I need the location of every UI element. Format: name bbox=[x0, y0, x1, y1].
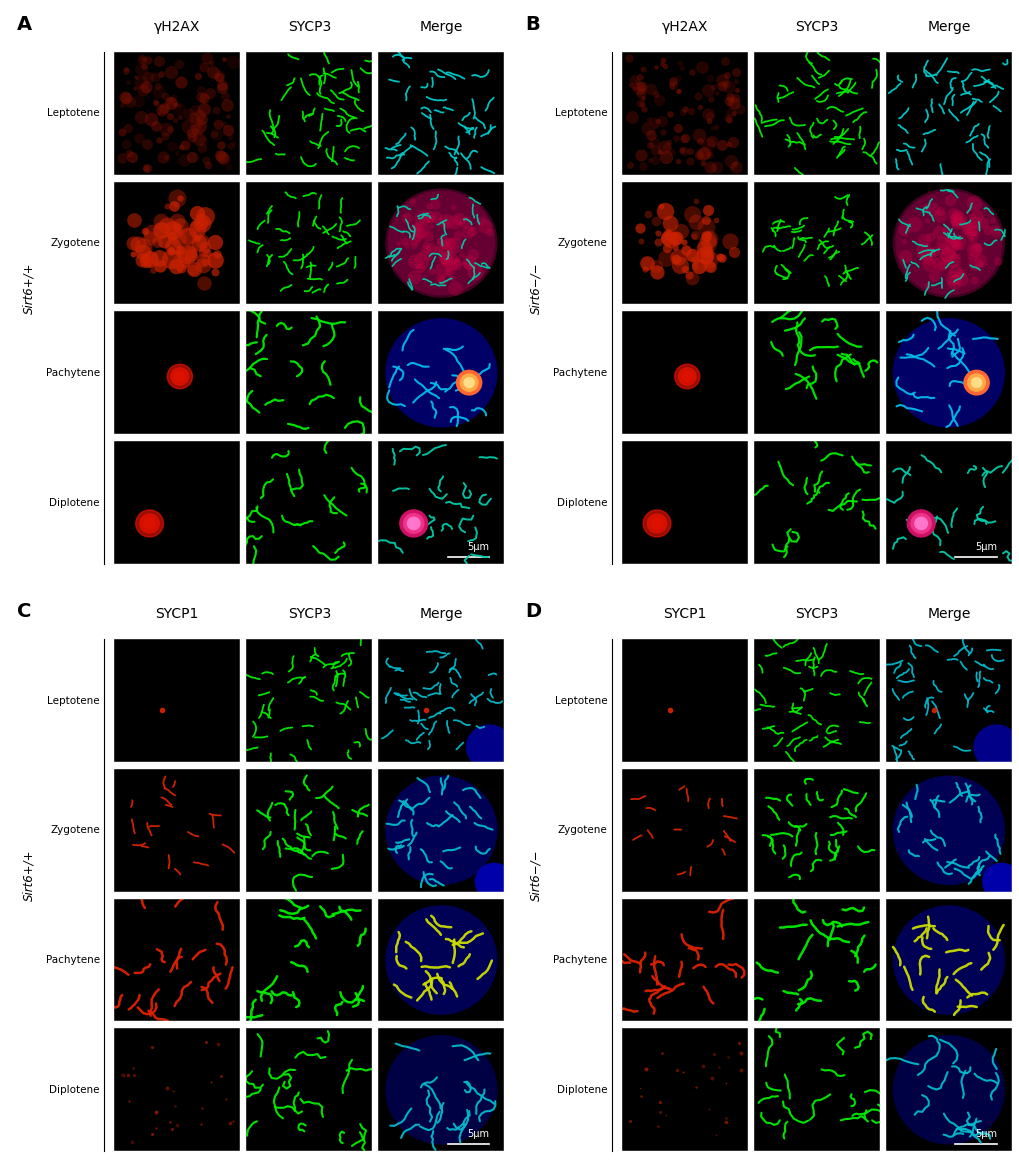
Text: Diplotene: Diplotene bbox=[49, 497, 100, 508]
Circle shape bbox=[893, 189, 1004, 297]
Text: Pachytene: Pachytene bbox=[552, 368, 606, 378]
Text: Diplotene: Diplotene bbox=[556, 1085, 606, 1095]
Circle shape bbox=[674, 364, 699, 389]
Text: Sirt6−/−: Sirt6−/− bbox=[529, 263, 542, 314]
Circle shape bbox=[895, 191, 1001, 294]
Circle shape bbox=[643, 510, 671, 537]
Text: 5μm: 5μm bbox=[467, 541, 489, 552]
Text: Merge: Merge bbox=[926, 20, 970, 34]
Circle shape bbox=[893, 1036, 1004, 1144]
Circle shape bbox=[167, 364, 193, 389]
Circle shape bbox=[171, 368, 189, 385]
Text: Leptotene: Leptotene bbox=[554, 108, 606, 119]
Circle shape bbox=[464, 377, 474, 388]
Circle shape bbox=[967, 374, 984, 391]
Circle shape bbox=[678, 368, 695, 385]
Text: Leptotene: Leptotene bbox=[47, 696, 100, 705]
Text: 5μm: 5μm bbox=[467, 1129, 489, 1138]
Text: SYCP3: SYCP3 bbox=[287, 608, 330, 622]
Circle shape bbox=[407, 517, 420, 530]
Circle shape bbox=[385, 776, 496, 885]
Circle shape bbox=[970, 377, 980, 388]
Circle shape bbox=[475, 864, 513, 900]
Circle shape bbox=[460, 374, 478, 391]
Circle shape bbox=[140, 514, 159, 533]
Text: 5μm: 5μm bbox=[974, 541, 996, 552]
Text: D: D bbox=[524, 603, 540, 622]
Circle shape bbox=[385, 906, 496, 1014]
Circle shape bbox=[647, 514, 666, 533]
Circle shape bbox=[907, 510, 934, 537]
Text: Diplotene: Diplotene bbox=[556, 497, 606, 508]
Circle shape bbox=[136, 510, 163, 537]
Text: SYCP3: SYCP3 bbox=[795, 608, 838, 622]
Text: Zygotene: Zygotene bbox=[557, 237, 606, 248]
Text: γH2AX: γH2AX bbox=[154, 20, 201, 34]
Circle shape bbox=[914, 517, 926, 530]
Circle shape bbox=[385, 319, 496, 427]
Circle shape bbox=[144, 518, 155, 528]
Text: Zygotene: Zygotene bbox=[50, 237, 100, 248]
Circle shape bbox=[982, 864, 1019, 900]
Text: Sirt6−/−: Sirt6−/− bbox=[529, 850, 542, 901]
Text: Diplotene: Diplotene bbox=[49, 1085, 100, 1095]
Text: SYCP3: SYCP3 bbox=[287, 20, 330, 34]
Text: Zygotene: Zygotene bbox=[557, 825, 606, 836]
Text: Merge: Merge bbox=[926, 608, 970, 622]
Text: A: A bbox=[17, 15, 33, 34]
Circle shape bbox=[457, 370, 481, 395]
Circle shape bbox=[388, 191, 494, 294]
Text: γH2AX: γH2AX bbox=[661, 20, 707, 34]
Text: Leptotene: Leptotene bbox=[554, 696, 606, 705]
Circle shape bbox=[893, 776, 1004, 885]
Text: C: C bbox=[17, 603, 32, 622]
Text: B: B bbox=[524, 15, 539, 34]
Circle shape bbox=[893, 906, 1004, 1014]
Circle shape bbox=[682, 371, 692, 382]
Circle shape bbox=[385, 1036, 496, 1144]
Text: SYCP1: SYCP1 bbox=[662, 608, 706, 622]
Text: 5μm: 5μm bbox=[974, 1129, 996, 1138]
Text: Pachytene: Pachytene bbox=[552, 954, 606, 965]
Circle shape bbox=[651, 518, 662, 528]
Text: SYCP3: SYCP3 bbox=[795, 20, 838, 34]
Text: Pachytene: Pachytene bbox=[46, 954, 100, 965]
Circle shape bbox=[404, 513, 423, 533]
Circle shape bbox=[399, 510, 427, 537]
Circle shape bbox=[174, 371, 184, 382]
Text: Sirt6+/+: Sirt6+/+ bbox=[22, 263, 36, 314]
Text: Sirt6+/+: Sirt6+/+ bbox=[22, 850, 36, 901]
Text: Merge: Merge bbox=[420, 20, 463, 34]
Circle shape bbox=[910, 513, 930, 533]
Text: Pachytene: Pachytene bbox=[46, 368, 100, 378]
Text: SYCP1: SYCP1 bbox=[156, 608, 199, 622]
Text: Zygotene: Zygotene bbox=[50, 825, 100, 836]
Circle shape bbox=[893, 319, 1004, 427]
Circle shape bbox=[973, 725, 1018, 769]
Circle shape bbox=[466, 725, 512, 769]
Circle shape bbox=[385, 189, 496, 297]
Text: Leptotene: Leptotene bbox=[47, 108, 100, 119]
Text: Merge: Merge bbox=[420, 608, 463, 622]
Circle shape bbox=[963, 370, 988, 395]
